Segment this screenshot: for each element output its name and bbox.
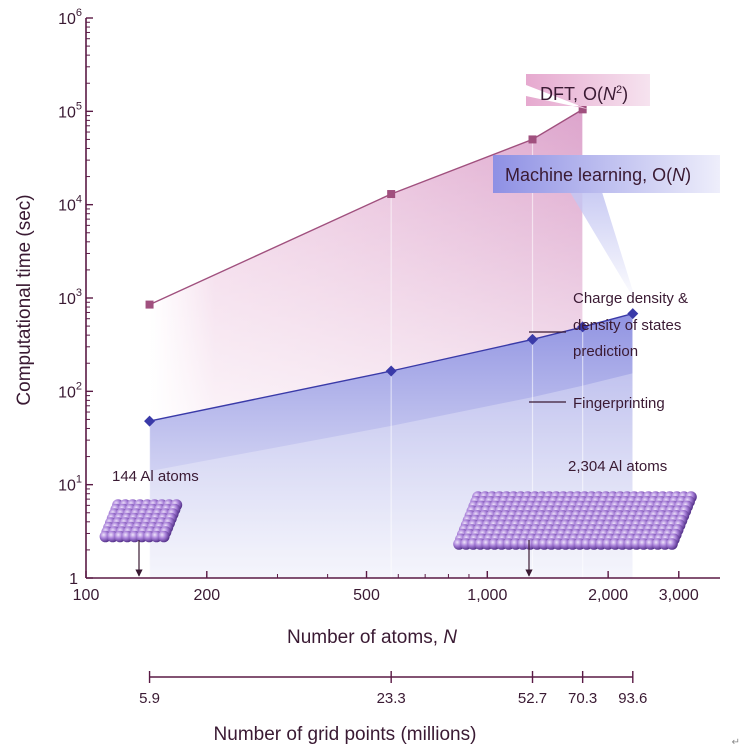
y-tick-label: 105 [58,100,82,121]
grid-axis-tick-label: 93.6 [618,690,647,707]
charge-density-label: Charge density & density of states predi… [573,290,692,360]
dft-marker [145,300,154,309]
ml-marker [385,365,397,377]
ml-label-group: Machine learning, O(N) [493,155,720,193]
x-tick-label: 200 [193,587,220,604]
x-tick-label: 500 [353,587,380,604]
y-ticks: 1 101 102 103 104 105 106 [58,7,93,588]
dft-marker [387,190,396,199]
ml-marker [627,308,639,320]
small-cell-label: 144 Al atoms [112,468,199,485]
corner-mark: ↵ [731,737,740,748]
ml-marker [577,321,589,333]
annotations: Charge density & density of states predi… [112,290,692,485]
x-tick-label: 2,000 [588,587,628,604]
large-cell-label: 2,304 Al atoms [568,458,667,475]
large-cell-illustration [453,491,697,550]
x-tick-label: 1,000 [467,587,507,604]
x-tick-label: 100 [73,587,100,604]
small-cell-illustration [99,499,183,543]
grid-axis-tick-label: 23.3 [377,690,406,707]
axes: 1 101 102 103 104 105 106 100 200 500 1,000 2,000 3… [58,7,720,604]
ml-label-box [493,155,720,193]
dft-series-label: DFT, O(N2) [540,84,628,104]
ml-marker [527,333,539,345]
y-tick-label: 101 [58,474,82,495]
y-tick-label: 1 [69,571,78,588]
y-tick-label: 104 [58,194,82,215]
dft-marker [578,105,587,114]
x-axis-title: Number of atoms, N [287,627,457,648]
dft-line [149,108,584,306]
al-atom [158,530,170,543]
fingerprinting-label: Fingerprinting [573,395,665,412]
al-atom [666,538,678,550]
grid-axis-tick-label: 70.3 [568,690,597,707]
dft-area-fade [149,109,583,422]
grid-points-axis-title: Number of grid points (millions) [214,724,477,745]
dft-label-box [526,74,650,110]
dft-marker [528,135,537,144]
series-layer [144,105,639,427]
y-tick-label: 102 [58,380,82,401]
dft-label-group: DFT, O(N2) [526,74,650,110]
ml-marker [144,415,156,427]
grid-points-axis: 5.9 23.3 52.7 70.3 93.6 [139,671,647,707]
y-tick-label: 106 [58,7,82,28]
grid-axis-tick-label: 5.9 [139,690,160,707]
y-axis-title: Computational time (sec) [14,194,35,405]
x-tick-label: 3,000 [659,587,699,604]
x-ticks: 100 200 500 1,000 2,000 3,000 [73,571,699,604]
ml-series-label: Machine learning, O(N) [505,165,691,185]
ml-callout-wedge [570,192,637,304]
y-tick-label: 103 [58,287,82,308]
grid-axis-tick-label: 52.7 [518,690,547,707]
